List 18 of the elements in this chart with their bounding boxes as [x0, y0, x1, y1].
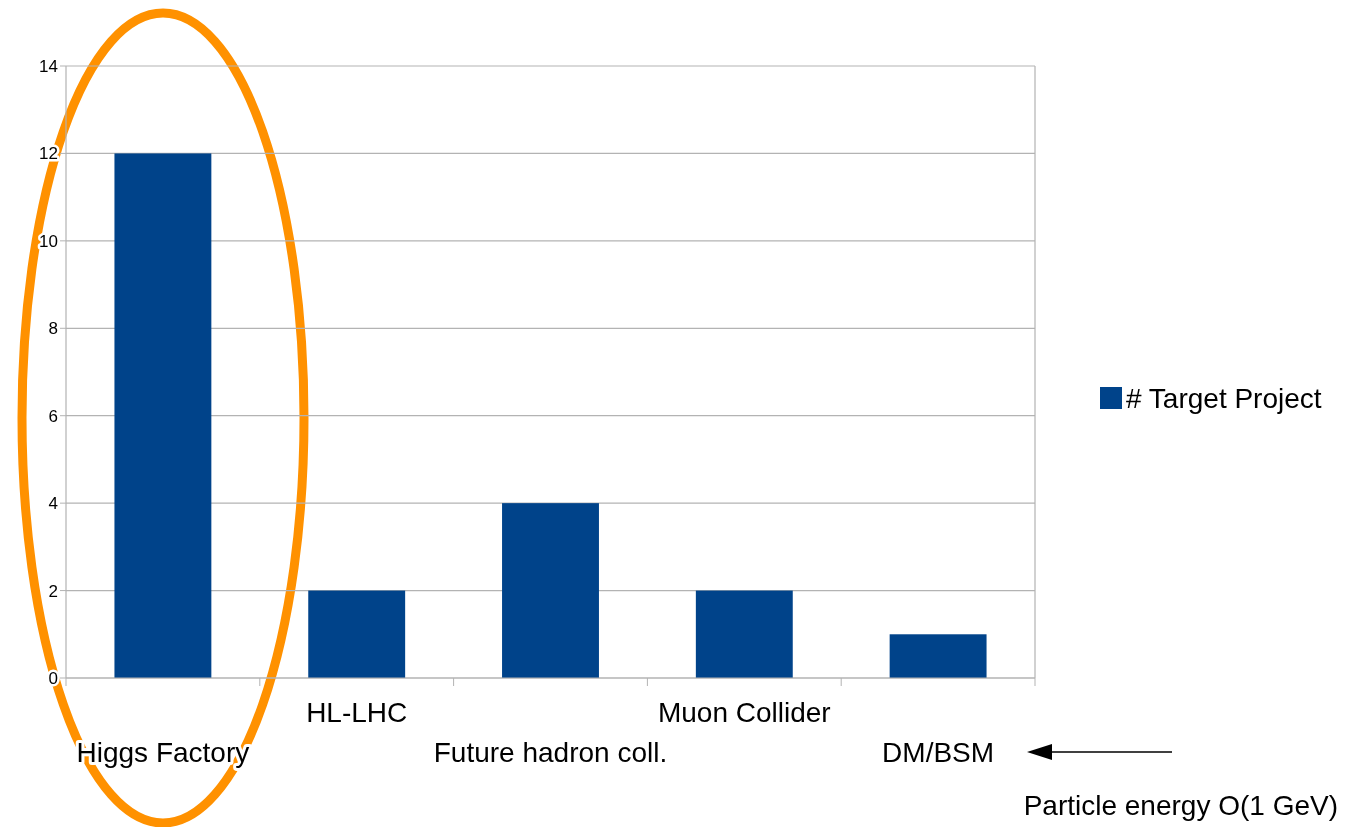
- legend-label: # Target Project: [1126, 382, 1322, 414]
- y-tick-label: 8: [48, 319, 58, 339]
- y-tick-label: 0: [48, 668, 58, 688]
- x-tick-label: DM/BSM: [882, 737, 995, 768]
- text: Particle energy O(1 GeV): [1023, 790, 1338, 821]
- bar: [695, 590, 793, 678]
- bar: [502, 503, 599, 678]
- x-tick-label: Muon Collider: [657, 697, 831, 728]
- y-tick-label: 14: [39, 56, 58, 76]
- y-tick-label: 2: [48, 581, 58, 601]
- y-tick-label: 6: [48, 406, 58, 426]
- bar: [889, 634, 987, 678]
- bar: [114, 153, 212, 678]
- y-tick-label: 4: [48, 494, 58, 514]
- y-tick-label: 10: [39, 231, 58, 251]
- bar: [308, 590, 406, 678]
- x-tick-label: Future hadron coll.: [433, 737, 668, 768]
- x-tick-label: HL-LHC: [306, 697, 408, 728]
